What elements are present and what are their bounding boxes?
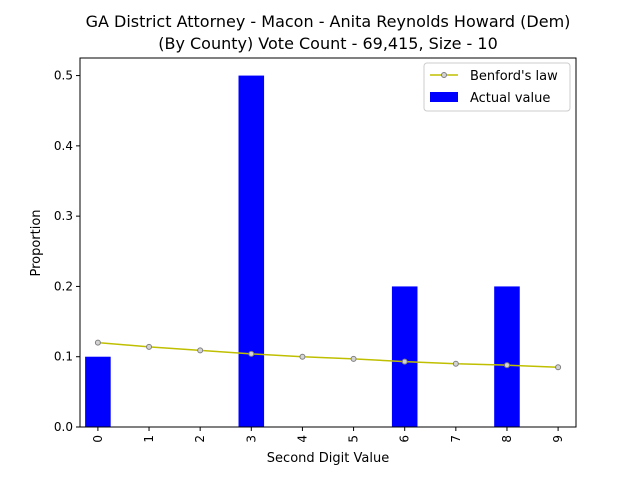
- bar-series: [85, 75, 520, 428]
- benford-line: [97, 341, 559, 369]
- bar-digit-6: [391, 286, 418, 427]
- x-tick-label: 6: [398, 435, 412, 443]
- y-tick-label: 0.3: [54, 209, 73, 223]
- y-tick-label: 0.2: [54, 279, 73, 293]
- legend-label-benford: Benford's law: [470, 69, 558, 84]
- benford-point-6: [401, 358, 408, 365]
- plot-frame: [79, 57, 577, 428]
- benford-line-series: [94, 339, 562, 371]
- benford-point-8: [503, 362, 510, 369]
- legend-marker-swatch: [441, 72, 447, 78]
- benford-point-3: [248, 350, 255, 357]
- benford-point-4: [299, 353, 306, 360]
- y-tick-label: 0.4: [54, 139, 73, 153]
- x-tick-label: 7: [449, 435, 463, 443]
- legend-label-actual: Actual value: [470, 91, 550, 106]
- legend-box: [423, 62, 571, 112]
- benford-point-5: [350, 355, 357, 362]
- chart-title-line1: GA District Attorney - Macon - Anita Rey…: [86, 12, 571, 31]
- x-tick-label: 8: [500, 435, 514, 443]
- chart-title-line2: (By County) Vote Count - 69,415, Size - …: [158, 34, 498, 53]
- y-tick-label: 0.5: [54, 69, 73, 83]
- benford-point-2: [197, 347, 204, 354]
- x-tick-label: 2: [193, 435, 207, 443]
- legend: Benford's law Actual value: [423, 62, 571, 112]
- x-axis-label: Second Digit Value: [267, 451, 389, 466]
- x-tick-label: 9: [551, 435, 565, 443]
- bar-digit-3: [238, 75, 265, 428]
- benford-point-7: [452, 360, 459, 367]
- y-axis-ticks: 0.0 0.1 0.2 0.3 0.4 0.5: [54, 69, 80, 434]
- bar-digit-8: [494, 286, 520, 427]
- benford-point-0: [94, 339, 101, 346]
- benford-point-9: [555, 364, 562, 371]
- x-axis-ticks: 0 1 2 3 4 5 6 7 8 9: [91, 427, 565, 443]
- y-tick-label: 0.1: [54, 350, 73, 364]
- y-tick-label: 0.0: [54, 420, 73, 434]
- x-tick-label: 3: [244, 435, 258, 443]
- x-tick-label: 5: [347, 435, 361, 443]
- x-tick-label: 0: [91, 435, 105, 443]
- benford-point-1: [146, 343, 153, 350]
- bar-digit-0: [85, 356, 111, 427]
- legend-bar-swatch: [430, 92, 458, 102]
- x-tick-label: 4: [295, 435, 309, 443]
- x-tick-label: 1: [142, 435, 156, 443]
- y-axis-label: Proportion: [29, 209, 44, 276]
